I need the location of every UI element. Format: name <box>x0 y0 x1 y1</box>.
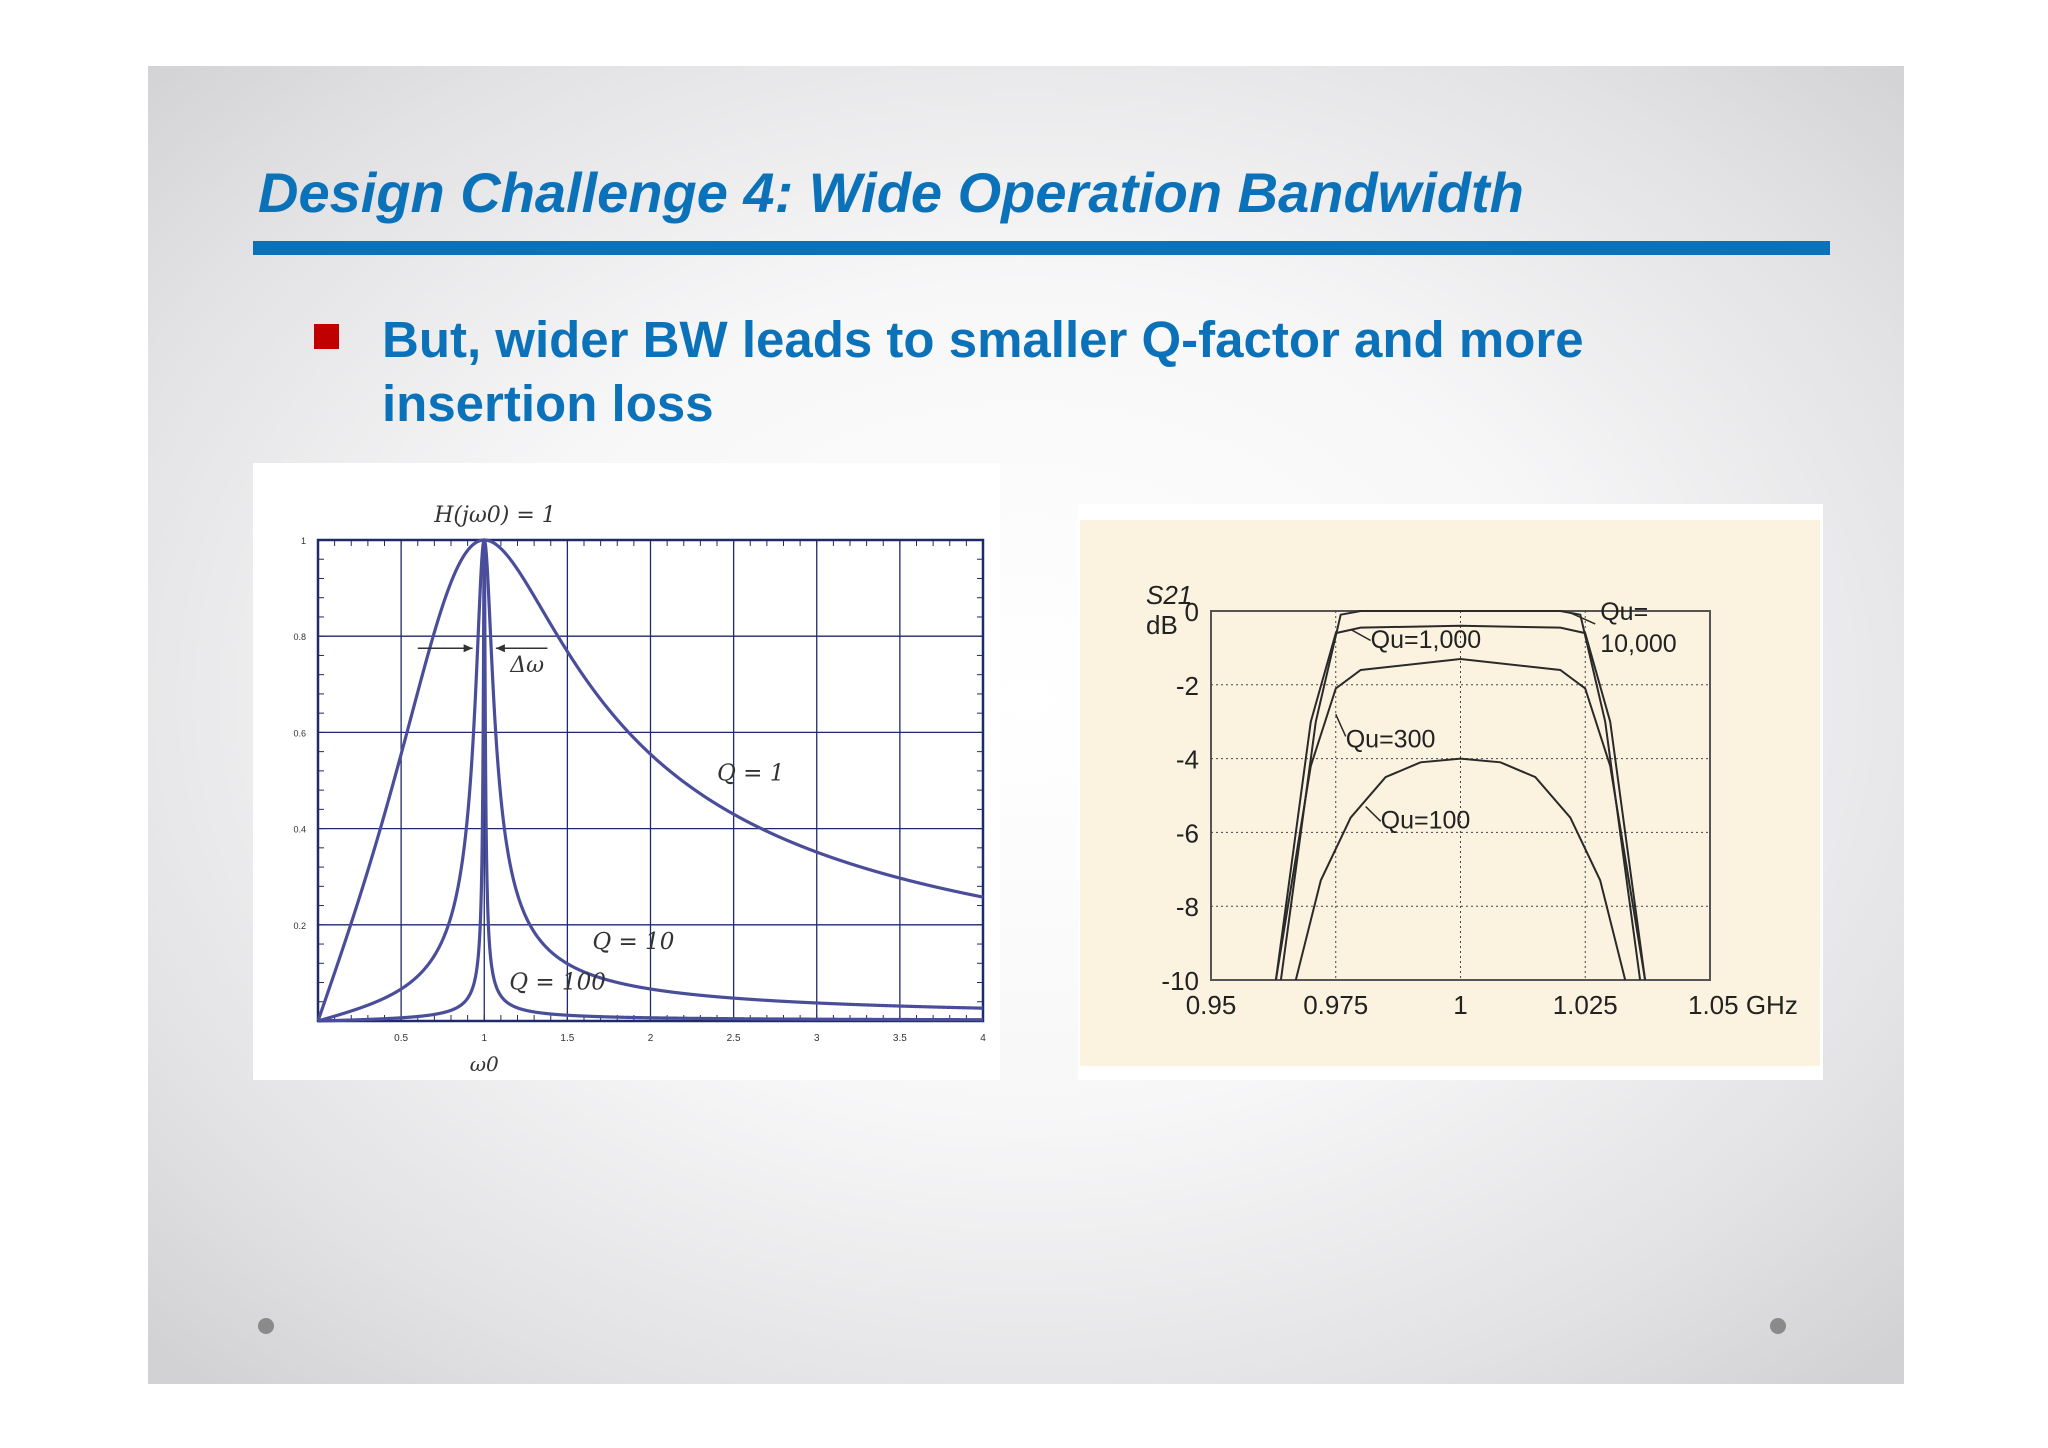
peak-annotation: H(jω0) = 1 <box>433 503 556 528</box>
y-tick-label: 0.2 <box>293 921 306 931</box>
x-tick-label: 1.5 <box>560 1033 574 1044</box>
bandwidth-arrowhead-right <box>495 644 505 653</box>
series-label-2: Qu=300 <box>1346 726 1436 754</box>
x-tick-label: 1 <box>1453 990 1467 1020</box>
chart-q-response: 0.5 1 1.5 2 2.5 3 3.5 4 0.2 0.4 0.6 0.8 1 Q = 1 Q = 10… <box>293 503 986 1076</box>
series-label-0: 10,000 <box>1600 630 1676 658</box>
y-tick-label: -4 <box>1176 745 1199 775</box>
slide-dot-left <box>258 1318 274 1334</box>
y-tick-label: -6 <box>1176 818 1199 848</box>
series-label-leader <box>1365 806 1382 822</box>
x-tick-label: 2 <box>648 1033 654 1044</box>
series-label-leader <box>1350 628 1372 642</box>
y-tick-label: 0.6 <box>293 728 306 738</box>
y-tick-label: 0.8 <box>293 632 306 642</box>
x-tick-label: 3.5 <box>893 1033 907 1044</box>
series-line-2 <box>1274 657 1647 981</box>
series-line-0 <box>1279 610 1642 981</box>
series-line-q100 <box>317 540 983 1023</box>
y-tick-label: 0.4 <box>293 825 306 835</box>
slide-title: Design Challenge 4: Wide Operation Bandw… <box>258 161 1524 224</box>
series-line-1 <box>1274 624 1647 981</box>
series-label-leader <box>1569 612 1596 625</box>
bullet-text: But, wider BW leads to smaller Q-factor … <box>382 311 1584 432</box>
chart-s21: 0 -2 -4 -6 -8 -100.95 0.975 1 1.025 1.05 GHz S21dB… <box>1146 580 1798 1020</box>
chart-s21-panel: 0 -2 -4 -6 -8 -10 0.95 0.975 1 1.025 1.05 GHz S21 dB… <box>1080 520 1820 1066</box>
y-axis-label: S21 <box>1146 580 1192 610</box>
series-line-3 <box>1294 757 1627 981</box>
x-axis-label: ω0 <box>470 1052 499 1076</box>
series-label: Q = 1 <box>717 761 784 787</box>
title-underline <box>253 241 1830 255</box>
bandwidth-annotation: Δω <box>509 653 544 678</box>
series-line-q1 <box>316 538 984 1022</box>
series-label-leader <box>1335 714 1347 737</box>
y-tick-label: -2 <box>1176 671 1199 701</box>
y-axis-unit: dB <box>1146 610 1178 640</box>
bandwidth-arrowhead-left <box>463 644 473 653</box>
series-label-0: Qu= <box>1600 598 1648 626</box>
x-tick-label: 1 <box>481 1033 487 1044</box>
x-tick-label: 0.95 <box>1186 990 1237 1020</box>
chart-q-response-panel: 0.5 1 1.5 2 2.5 3 3.5 4 0.2 0.4 0.6 0.8 1 Q = 1 Q = 10… <box>253 463 1000 1080</box>
x-tick-label: 3 <box>814 1033 820 1044</box>
series-label: Q = 100 <box>509 970 606 996</box>
series-line-q10 <box>317 538 984 1023</box>
y-tick-label: 1 <box>301 536 306 546</box>
bullet-marker <box>314 324 339 349</box>
x-tick-label: 2.5 <box>727 1033 741 1044</box>
x-tick-label: 0.5 <box>394 1033 408 1044</box>
x-tick-label: 1.05 GHz <box>1688 990 1798 1020</box>
x-tick-label: 4 <box>980 1033 986 1044</box>
slide-dot-right <box>1770 1318 1786 1334</box>
y-tick-label: -10 <box>1161 966 1199 996</box>
x-tick-label: 1.025 <box>1553 990 1618 1020</box>
series-label: Q = 10 <box>592 929 674 955</box>
y-tick-label: -8 <box>1176 892 1199 922</box>
series-label-3: Qu=100 <box>1381 807 1471 835</box>
x-tick-label: 0.975 <box>1303 990 1368 1020</box>
y-tick-label: 0 <box>1185 597 1199 627</box>
series-label-1: Qu=1,000 <box>1371 626 1482 654</box>
